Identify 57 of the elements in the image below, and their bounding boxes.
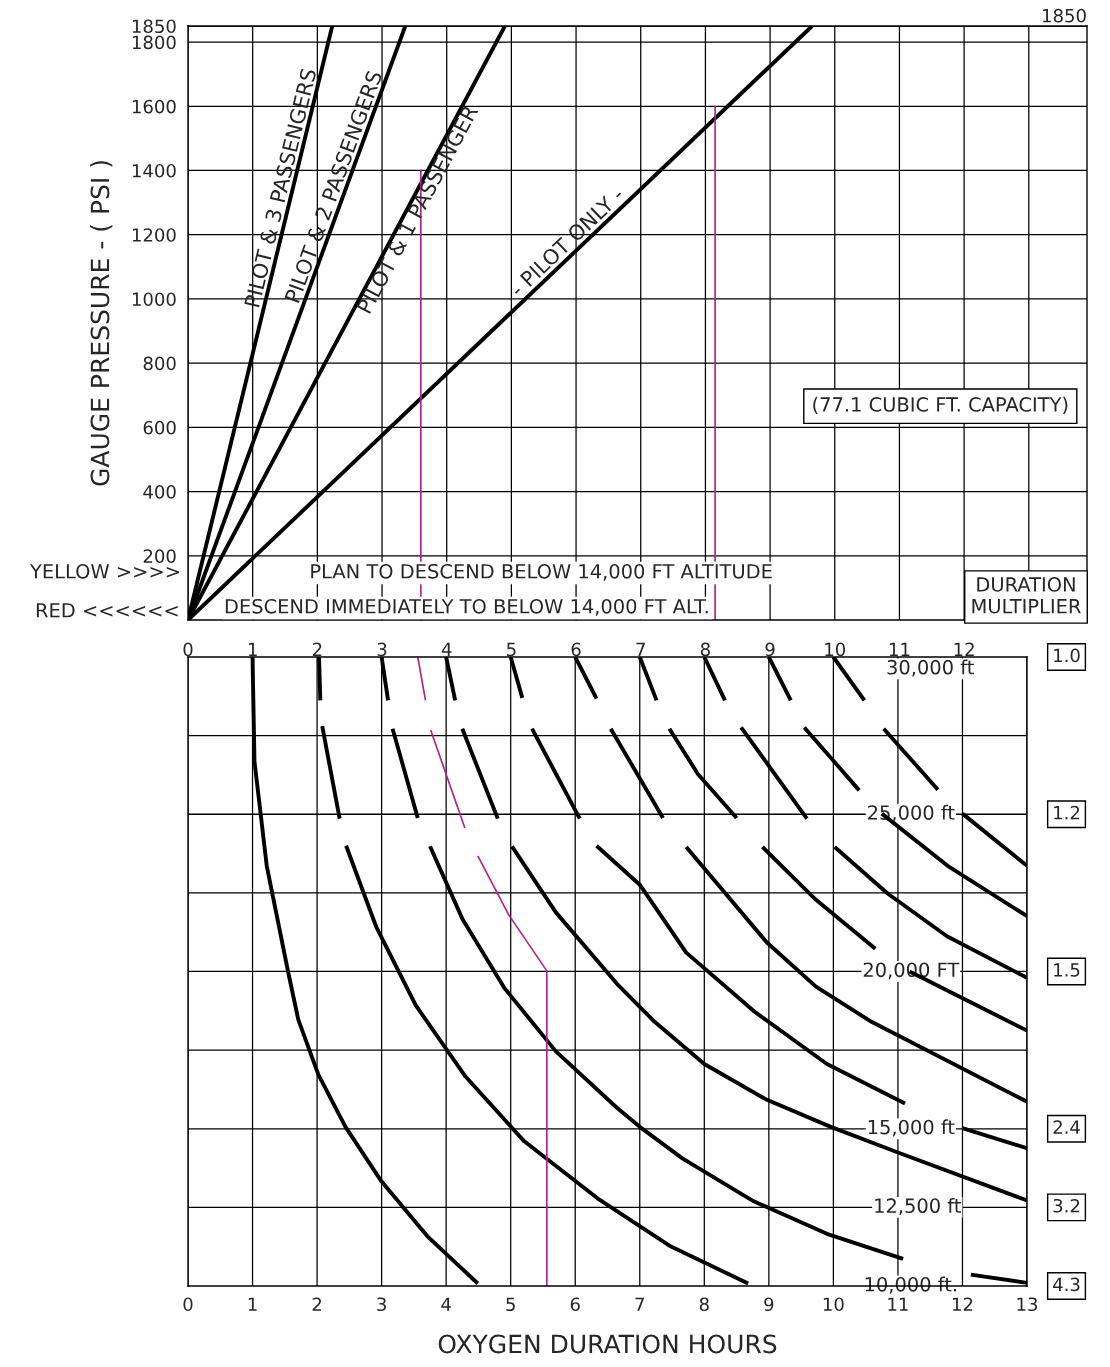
text: YELLOW >>>> — [29, 563, 179, 579]
text: 4.3 — [1053, 1277, 1080, 1292]
x-tick-label: 12 — [954, 642, 974, 656]
x-tick-label: 13 — [1017, 1297, 1038, 1312]
x-tick-label: 7 — [636, 642, 645, 656]
x-tick-label: 10 — [825, 642, 846, 657]
x-tick-label: 8 — [699, 1297, 709, 1312]
text: 1.0 — [1054, 648, 1080, 663]
annotation: 25,000 ft — [868, 804, 955, 822]
y-tick-label: 200 — [143, 549, 176, 563]
x-tick-label: 12 — [952, 1297, 973, 1311]
x-tick-label: 8 — [700, 642, 710, 657]
annotation: DESCEND IMMEDIATELY TO BELOW 14,000 FT ALT. — [225, 598, 708, 616]
annotation: 20,000 FT — [863, 962, 960, 980]
x-tick-label: 6 — [571, 642, 581, 657]
x-tick-label: 10 — [823, 1297, 844, 1312]
annotation: PLAN TO DESCEND BELOW 14,000 FT ALTITUDE — [311, 563, 772, 581]
x-tick-label: 5 — [506, 1297, 515, 1312]
x-tick-label: 6 — [570, 1297, 580, 1312]
y-tick-label: 1850 — [132, 19, 176, 34]
text: 1850 — [1043, 8, 1086, 23]
x-tick-label: 3 — [377, 642, 387, 657]
text: RED <<<<<< — [36, 603, 178, 618]
x-axis-title: OXYGEN DURATION HOURS — [438, 1334, 777, 1354]
x-tick-label: 7 — [635, 1297, 644, 1311]
annotation: 30,000 ft — [887, 659, 974, 677]
x-tick-label: 3 — [377, 1297, 386, 1312]
x-tick-label: 9 — [765, 642, 775, 657]
x-tick-label: 0 — [183, 642, 193, 657]
x-tick-label: 4 — [441, 1297, 451, 1311]
annotation: DURATION MULTIPLIER — [972, 577, 1081, 614]
x-tick-label: 2 — [312, 1297, 322, 1311]
text: 1.2 — [1054, 805, 1080, 820]
text: 1.5 — [1054, 963, 1080, 977]
x-tick-label: 5 — [507, 642, 516, 657]
x-tick-label: 2 — [312, 642, 322, 656]
y-tick-label: 400 — [143, 485, 176, 499]
x-tick-label: 4 — [441, 642, 452, 656]
annotation: (77.1 CUBIC FT. CAPACITY) — [813, 396, 1068, 415]
x-tick-label: 9 — [764, 1297, 774, 1312]
x-tick-label: 11 — [888, 1297, 908, 1311]
text: 2.4 — [1053, 1120, 1080, 1134]
x-tick-label: 1 — [248, 1297, 257, 1311]
x-tick-label: 0 — [183, 1297, 193, 1312]
x-tick-label: 1 — [248, 642, 257, 656]
annotation: 15,000 ft — [868, 1119, 955, 1137]
y-tick-label: 1600 — [132, 99, 176, 114]
y-tick-label: 600 — [143, 420, 176, 435]
y-tick-label: 1800 — [132, 35, 176, 50]
text: 3.2 — [1053, 1198, 1080, 1213]
annotation: 12,500 ft — [875, 1197, 961, 1215]
y-tick-label: 1200 — [132, 228, 176, 242]
y-tick-label: 1400 — [132, 163, 176, 178]
x-tick-label: 11 — [889, 642, 910, 656]
y-tick-label: 800 — [143, 356, 176, 371]
y-tick-label: 1000 — [132, 292, 176, 307]
y-axis-title: GAUGE PRESSURE - ( PSI ) — [90, 161, 113, 486]
